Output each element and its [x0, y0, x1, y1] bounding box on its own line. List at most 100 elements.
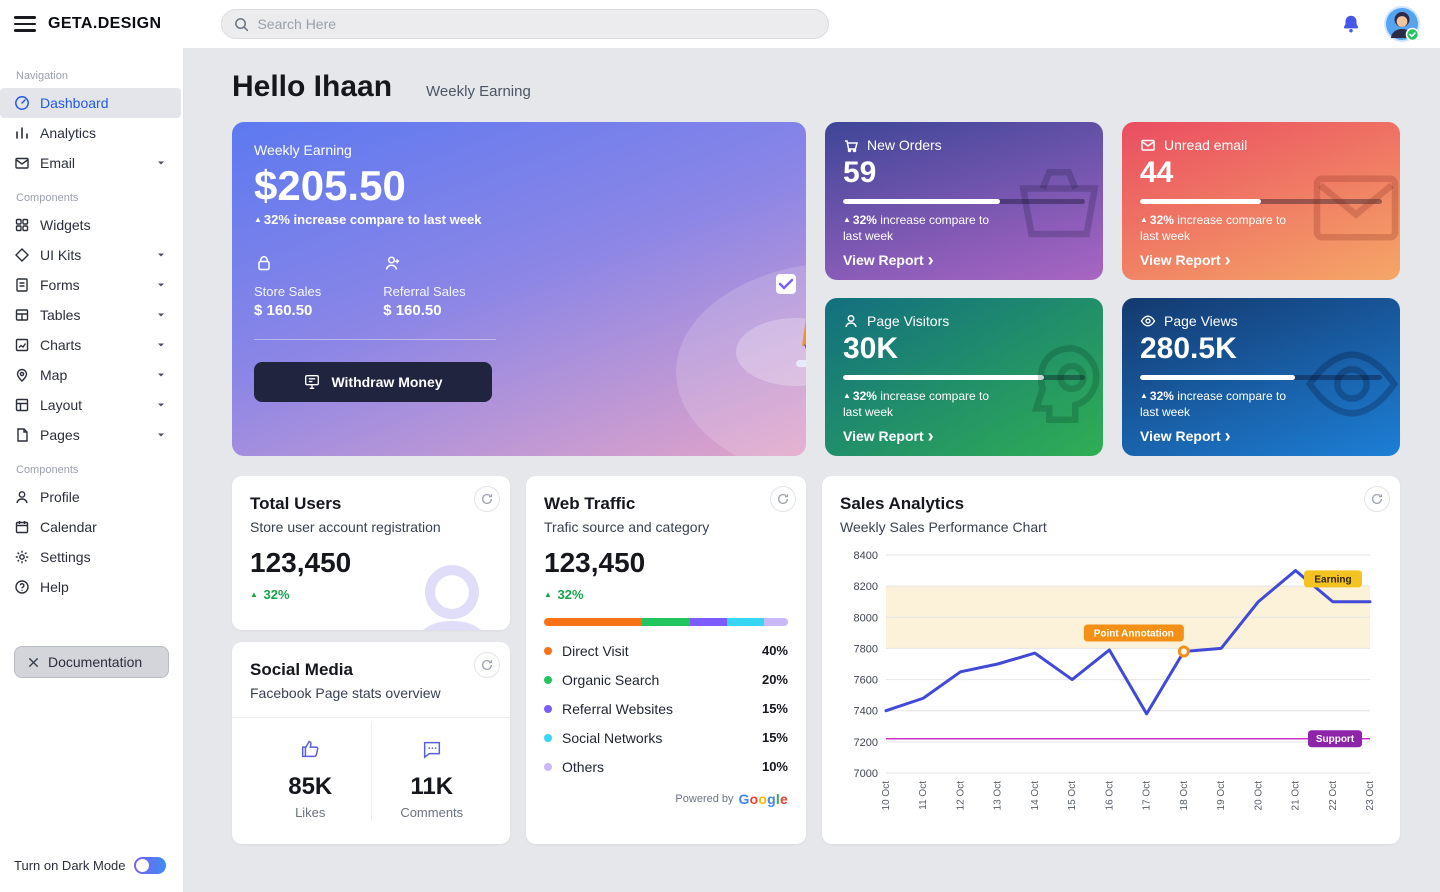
layout-icon — [15, 398, 29, 412]
web-traffic-change: ▲ 32% — [544, 587, 584, 602]
svg-text:8000: 8000 — [854, 612, 878, 624]
sidebar-item-charts[interactable]: Charts — [0, 330, 183, 360]
traffic-legend-row: Direct Visit 40% — [544, 636, 788, 665]
sidebar-item-help[interactable]: Help — [0, 572, 183, 602]
page-title: Hello Ihaan — [232, 70, 393, 103]
map-pin-icon — [16, 368, 28, 382]
chevron-down-icon — [153, 157, 169, 169]
stat-title: Page Visitors — [867, 313, 950, 329]
sidebar-item-forms[interactable]: Forms — [0, 270, 183, 300]
notification-bell-icon[interactable] — [1340, 13, 1362, 35]
svg-text:18 Oct: 18 Oct — [1179, 781, 1190, 811]
card-title: Total Users — [250, 494, 342, 513]
traffic-bar-segment — [544, 618, 642, 626]
view-report-link[interactable]: View Report › — [1140, 250, 1231, 271]
documentation-icon — [27, 656, 40, 669]
sidebar-item-tables[interactable]: Tables — [0, 300, 183, 330]
increase-arrow-icon: ▲ — [843, 215, 851, 224]
store-sales-label: Store Sales — [254, 284, 322, 299]
documentation-button[interactable]: Documentation — [14, 646, 169, 678]
svg-text:Earning: Earning — [1314, 574, 1351, 585]
user-avatar[interactable] — [1384, 6, 1420, 42]
sidebar-item-calendar[interactable]: Calendar — [0, 512, 183, 542]
sidebar-item-dashboard[interactable]: Dashboard — [0, 88, 181, 118]
sidebar-item-label: Profile — [40, 489, 80, 505]
svg-text:7400: 7400 — [854, 706, 878, 718]
chevron-down-icon — [153, 309, 169, 321]
sidebar-item-label: Widgets — [40, 217, 91, 233]
stat-change: ▲ 32% increase compare to last week — [1140, 389, 1287, 419]
help-icon — [15, 580, 29, 594]
earning-amount: $205.50 — [254, 162, 406, 209]
chevron-down-icon — [153, 399, 169, 411]
refresh-icon[interactable] — [770, 486, 796, 512]
store-sales-icon — [254, 253, 321, 278]
sidebar-item-email[interactable]: Email — [0, 148, 183, 178]
sidebar-item-label: Forms — [40, 277, 80, 293]
svg-text:Support: Support — [1316, 734, 1355, 745]
main-content: Hello Ihaan Weekly Earning Weekly Earnin… — [184, 48, 1440, 892]
sidebar-item-label: UI Kits — [40, 247, 82, 263]
sidebar-item-label: Tables — [40, 307, 81, 323]
stat-progress — [1140, 375, 1382, 380]
stat-value: 44 — [1140, 156, 1174, 189]
store-sales-block: Store Sales $ 160.50 — [254, 253, 321, 319]
svg-text:10 Oct: 10 Oct — [881, 781, 892, 811]
sidebar-item-label: Analytics — [40, 125, 97, 141]
card-title: Social Media — [250, 660, 353, 679]
card-title: Sales Analytics — [840, 494, 965, 513]
total-users-value: 123,450 — [250, 547, 352, 578]
google-logo: Google — [738, 791, 788, 807]
refresh-icon[interactable] — [474, 486, 500, 512]
tables-icon — [15, 309, 29, 321]
traffic-legend-row: Organic Search 20% — [544, 665, 788, 694]
sidebar-section-components: Components — [16, 192, 79, 204]
dark-mode-toggle[interactable] — [133, 857, 166, 874]
sidebar-item-map[interactable]: Map — [0, 360, 183, 390]
search-input[interactable] — [257, 16, 817, 32]
traffic-bar — [544, 618, 788, 626]
svg-text:17 Oct: 17 Oct — [1142, 781, 1153, 811]
chevron-down-icon — [153, 339, 169, 351]
legend-dot — [544, 675, 552, 684]
email-icon — [15, 157, 29, 169]
sidebar-item-profile[interactable]: Profile — [0, 482, 183, 512]
svg-text:12 Oct: 12 Oct — [955, 781, 966, 811]
view-report-link[interactable]: View Report › — [843, 426, 934, 447]
svg-text:11 Oct: 11 Oct — [918, 781, 929, 810]
svg-text:21 Oct: 21 Oct — [1291, 781, 1302, 811]
hamburger-menu-icon[interactable] — [14, 16, 36, 32]
stat-card-page-views: Page Views 280.5K ▲ 32% increase compare … — [1122, 298, 1400, 456]
stat-progress — [1140, 199, 1382, 204]
chevron-right-icon: › — [1224, 250, 1231, 271]
stat-progress-fill — [843, 375, 1044, 380]
dashboard-icon — [15, 96, 29, 110]
cart-icon — [845, 140, 858, 153]
sidebar-item-analytics[interactable]: Analytics — [0, 118, 183, 148]
legend-dot — [544, 733, 552, 742]
view-report-link[interactable]: View Report › — [843, 250, 934, 271]
svg-text:7000: 7000 — [854, 768, 878, 780]
comments-stat: 11K Comments — [372, 722, 493, 820]
sidebar-item-widgets[interactable]: Widgets — [0, 210, 183, 240]
sidebar-item-pages[interactable]: Pages — [0, 420, 183, 450]
increase-arrow-icon: ▲ — [843, 391, 851, 400]
traffic-legend-row: Others 10% — [544, 752, 788, 781]
svg-text:14 Oct: 14 Oct — [1030, 781, 1041, 811]
refresh-icon[interactable] — [1364, 486, 1390, 512]
svg-text:23 Oct: 23 Oct — [1365, 781, 1376, 811]
sidebar: Navigation Dashboard Analytics Email Com… — [0, 48, 184, 892]
sidebar-item-ui-kits[interactable]: UI Kits — [0, 240, 183, 270]
stat-change: ▲ 32% increase compare to last week — [843, 389, 990, 419]
referral-sales-icon — [383, 253, 465, 278]
powered-by-label: Powered by — [675, 793, 734, 805]
view-report-link[interactable]: View Report › — [1140, 426, 1231, 447]
sidebar-item-layout[interactable]: Layout — [0, 390, 183, 420]
sidebar-section-components-2: Components — [16, 464, 79, 476]
withdraw-money-button[interactable]: Withdraw Money — [254, 362, 492, 402]
sidebar-item-settings[interactable]: Settings — [0, 542, 183, 572]
traffic-bar-segment — [641, 618, 691, 626]
search-bar[interactable] — [221, 9, 830, 39]
refresh-icon[interactable] — [474, 652, 500, 678]
legend-dot — [544, 646, 552, 655]
